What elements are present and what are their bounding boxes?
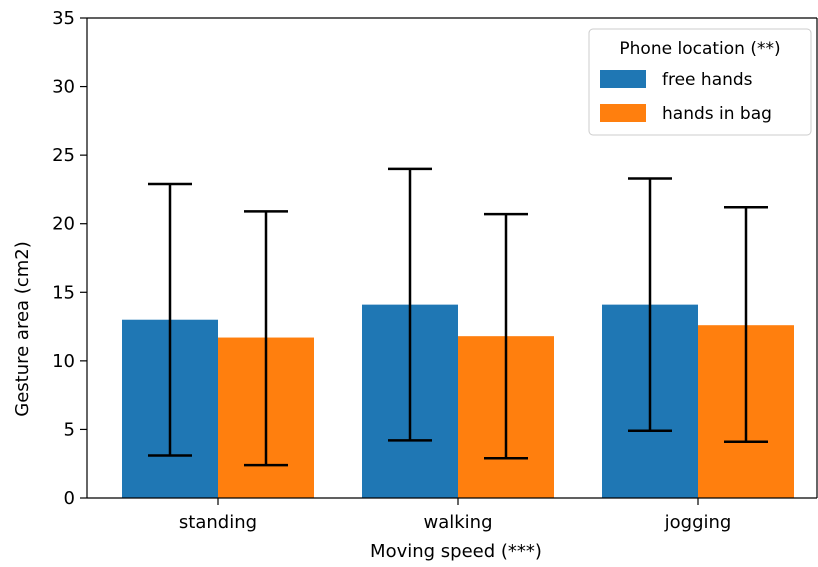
y-tick-label-0: 0	[64, 488, 75, 509]
y-tick-label-20: 20	[52, 214, 75, 235]
y-tick-label-5: 5	[64, 419, 75, 440]
x-tick-label-walking: walking	[423, 512, 492, 533]
y-axis-label: Gesture area (cm2)	[12, 241, 33, 416]
legend-label-free-hands: free hands	[662, 70, 753, 90]
x-axis-label: Moving speed (***)	[370, 541, 542, 562]
x-tick-label-jogging: jogging	[664, 512, 732, 533]
x-tick-label-standing: standing	[179, 512, 257, 533]
axes-layer	[86, 17, 818, 499]
y-tick-label-30: 30	[52, 77, 75, 98]
y-tick-label-10: 10	[52, 351, 75, 372]
legend-title: Phone location (**)	[619, 39, 780, 59]
y-tick-label-25: 25	[52, 145, 75, 166]
y-tick-label-15: 15	[52, 282, 75, 303]
y-tick-label-35: 35	[52, 8, 75, 29]
legend-label-hands-in-bag: hands in bag	[662, 104, 772, 124]
ticks-layer: standing walking jogging 0 5 10 15 20 25 30 35	[52, 8, 731, 533]
legend-swatch-free-hands	[600, 70, 646, 88]
errorbars-layer	[148, 167, 768, 467]
legend-swatch-hands-in-bag	[600, 104, 646, 122]
bars-layer	[122, 304, 794, 498]
legend: Phone location (**) free hands hands in …	[588, 28, 812, 136]
